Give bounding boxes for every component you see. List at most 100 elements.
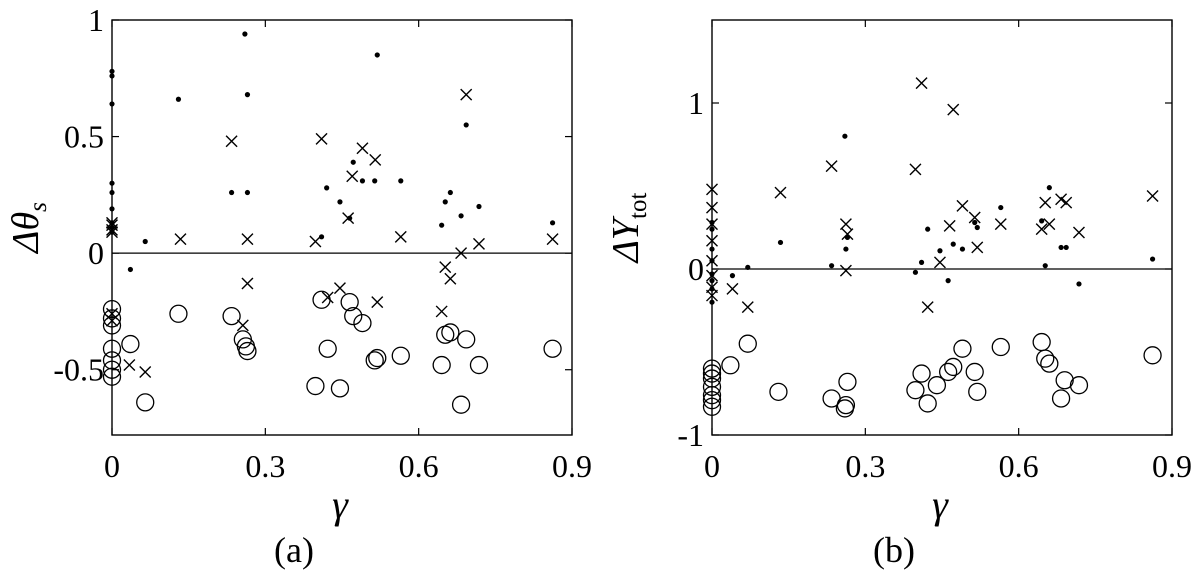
cross-point <box>309 235 322 248</box>
dot-point <box>229 189 235 196</box>
y-tick-label: -0.5 <box>53 352 104 388</box>
dot-point <box>447 189 453 196</box>
circle-point <box>102 339 122 358</box>
circle-point <box>944 357 963 377</box>
cross-point <box>1146 189 1159 202</box>
x-tick-label: 0.6 <box>399 448 439 484</box>
dot-point <box>242 31 248 37</box>
dot-point <box>476 203 482 210</box>
circle-point <box>702 390 722 410</box>
cross-point <box>915 77 928 90</box>
circle-point <box>365 351 384 370</box>
cross-point <box>546 233 559 246</box>
dot-point <box>109 189 115 196</box>
circle-point <box>222 306 241 326</box>
y-axis-label: Δθs <box>5 202 52 255</box>
circle-point <box>918 394 937 413</box>
cross-point <box>943 219 956 232</box>
cross-point <box>774 186 787 199</box>
y-tick-label: -1 <box>677 417 704 453</box>
circle-point <box>457 330 476 349</box>
cross-point <box>956 199 969 212</box>
cross-point <box>439 261 452 274</box>
cross-point <box>123 359 136 372</box>
circle-point <box>353 313 372 333</box>
circle-point <box>912 364 931 383</box>
y-tick-label: 1 <box>688 85 704 121</box>
dot-point <box>998 204 1004 211</box>
cross-point <box>1055 193 1068 206</box>
cross-point <box>315 132 328 145</box>
circle-point <box>318 339 337 358</box>
cross-point <box>1039 196 1052 209</box>
cross-point <box>106 226 118 239</box>
y-tick-label: 0 <box>688 251 704 287</box>
cross-point <box>968 211 981 224</box>
dot-point <box>244 92 251 98</box>
cross-point <box>909 163 922 176</box>
dot-point <box>918 259 925 265</box>
circle-point <box>1069 376 1089 395</box>
circle-point <box>1051 389 1071 408</box>
cross-point <box>174 233 187 246</box>
circle-point <box>102 351 122 370</box>
dot-point <box>463 122 469 128</box>
dot-point <box>337 199 343 205</box>
circle-point <box>927 376 947 395</box>
cross-point <box>706 234 718 247</box>
dot-point <box>1039 218 1045 224</box>
series-circle <box>102 290 562 414</box>
circle-point <box>721 356 740 375</box>
cross-point <box>825 160 838 173</box>
circle-point <box>102 309 122 328</box>
cross-point <box>455 247 468 260</box>
cross-point <box>933 256 946 269</box>
circle-point <box>1143 346 1162 365</box>
dot-point <box>974 224 980 231</box>
dot-point <box>912 269 919 275</box>
panel-a: 0 0.3 0.6 0.9 -0.5 0 0.5 1 Δθs γ (a) <box>5 2 592 570</box>
circle-point <box>702 364 722 383</box>
circle-point <box>344 306 363 326</box>
dot-point <box>318 234 325 240</box>
dot-point <box>709 226 715 232</box>
circle-point <box>1040 354 1059 373</box>
series-dot <box>709 133 1156 305</box>
cross-point <box>839 218 852 231</box>
dot-point <box>959 246 966 252</box>
cross-point <box>241 233 254 246</box>
circle-point <box>391 346 410 365</box>
dot-point <box>372 178 378 184</box>
cross-point <box>971 241 984 254</box>
circle-point <box>330 379 350 398</box>
y-tick-label: 1 <box>88 2 104 38</box>
cross-point <box>369 153 382 166</box>
circle-point <box>469 355 489 375</box>
cross-point <box>346 170 359 183</box>
circle-point <box>543 339 562 358</box>
cross-point <box>839 264 852 277</box>
dot-point <box>729 273 736 279</box>
cross-point <box>741 301 754 314</box>
dot-point <box>549 220 556 226</box>
cross-point <box>356 142 369 155</box>
circle-point <box>102 299 122 319</box>
circle-point <box>1036 349 1055 368</box>
dot-point <box>745 264 751 270</box>
dot-point <box>458 213 464 219</box>
y-tick-label: 0 <box>88 235 104 271</box>
dot-point <box>142 238 148 245</box>
circle-point <box>102 316 122 335</box>
circle-point <box>451 395 471 414</box>
cross-point <box>1035 223 1048 236</box>
x-tick-label: 0.9 <box>552 448 592 484</box>
cross-point <box>371 296 384 309</box>
x-tick-label: 0 <box>104 448 120 484</box>
circle-point <box>953 339 972 358</box>
dot-point <box>950 241 956 247</box>
plot-frame <box>111 19 573 436</box>
circle-point <box>938 362 958 382</box>
circle-point <box>965 362 984 382</box>
